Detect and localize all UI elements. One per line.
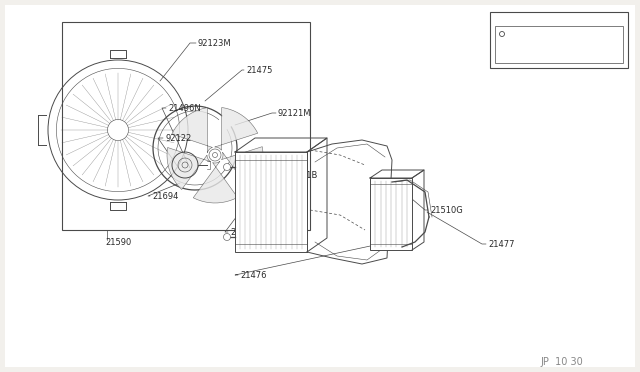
Text: 21476: 21476 (240, 270, 266, 279)
Text: 21631B: 21631B (285, 170, 317, 180)
Polygon shape (193, 161, 237, 203)
Text: 21477: 21477 (488, 240, 515, 248)
Bar (235, 152, 307, 252)
Circle shape (223, 234, 230, 241)
Circle shape (223, 164, 230, 170)
Text: 92121M: 92121M (278, 109, 312, 118)
Text: 92123M: 92123M (198, 38, 232, 48)
Bar (490, 12, 628, 68)
Text: 21599N: 21599N (543, 16, 575, 25)
Text: 21590: 21590 (105, 237, 131, 247)
Text: 21400: 21400 (230, 228, 256, 237)
Text: 92122: 92122 (165, 134, 191, 142)
Circle shape (209, 149, 221, 161)
Text: 21510G: 21510G (430, 205, 463, 215)
Polygon shape (167, 147, 211, 189)
Circle shape (499, 32, 504, 36)
Bar (495, 26, 623, 63)
Polygon shape (221, 147, 263, 189)
Bar (370, 178, 412, 250)
Text: 21694: 21694 (152, 192, 179, 201)
Bar (62, 22, 310, 230)
Text: JP  10 30: JP 10 30 (540, 357, 583, 367)
Text: 21475: 21475 (246, 65, 273, 74)
Text: 21496N: 21496N (168, 103, 201, 112)
Polygon shape (215, 108, 258, 150)
Polygon shape (172, 108, 212, 153)
